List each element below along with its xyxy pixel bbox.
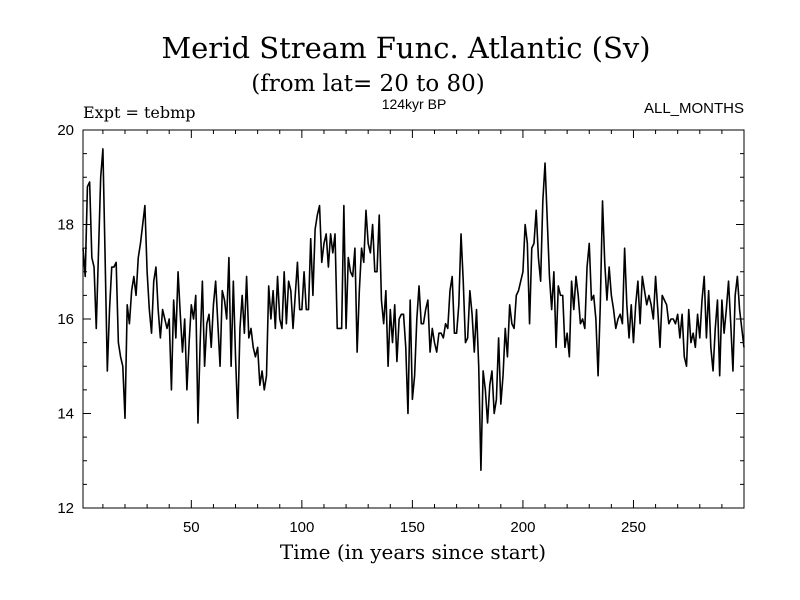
x-axis-label: Time (in years since start) bbox=[280, 540, 546, 564]
y-tick-label: 18 bbox=[57, 217, 74, 234]
y-tick-label: 14 bbox=[57, 406, 74, 423]
axis-ticks bbox=[83, 130, 744, 508]
x-tick-label: 200 bbox=[510, 519, 535, 536]
y-tick-label: 20 bbox=[57, 122, 74, 139]
x-tick-label: 100 bbox=[289, 519, 314, 536]
period-label: 124kyr BP bbox=[382, 96, 447, 112]
chart-subtitle: (from lat= 20 to 80) bbox=[251, 71, 485, 97]
series-line-0 bbox=[82, 148, 745, 472]
series-layer bbox=[82, 148, 745, 472]
experiment-label: Expt = tebmp bbox=[83, 103, 196, 122]
axis-tick-labels: 50 100 150 200 250 12 14 16 18 20 bbox=[57, 122, 646, 536]
plot-frame bbox=[82, 129, 745, 509]
x-tick-label: 50 bbox=[183, 519, 200, 536]
months-label: ALL_MONTHS bbox=[644, 100, 744, 117]
y-tick-label: 12 bbox=[57, 500, 74, 517]
y-tick-label: 16 bbox=[57, 311, 74, 328]
x-tick-label: 250 bbox=[621, 519, 646, 536]
x-tick-label: 150 bbox=[400, 519, 425, 536]
chart-title: Merid Stream Func. Atlantic (Sv) bbox=[161, 31, 650, 65]
